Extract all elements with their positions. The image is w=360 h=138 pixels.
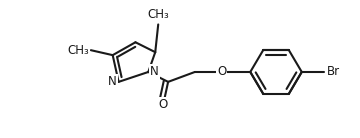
Text: Br: Br xyxy=(327,65,339,79)
Text: O: O xyxy=(217,65,226,79)
Text: CH₃: CH₃ xyxy=(147,8,169,22)
Text: O: O xyxy=(158,98,168,111)
Text: N: N xyxy=(108,75,117,88)
Text: N: N xyxy=(150,65,159,79)
Text: CH₃: CH₃ xyxy=(67,44,89,57)
